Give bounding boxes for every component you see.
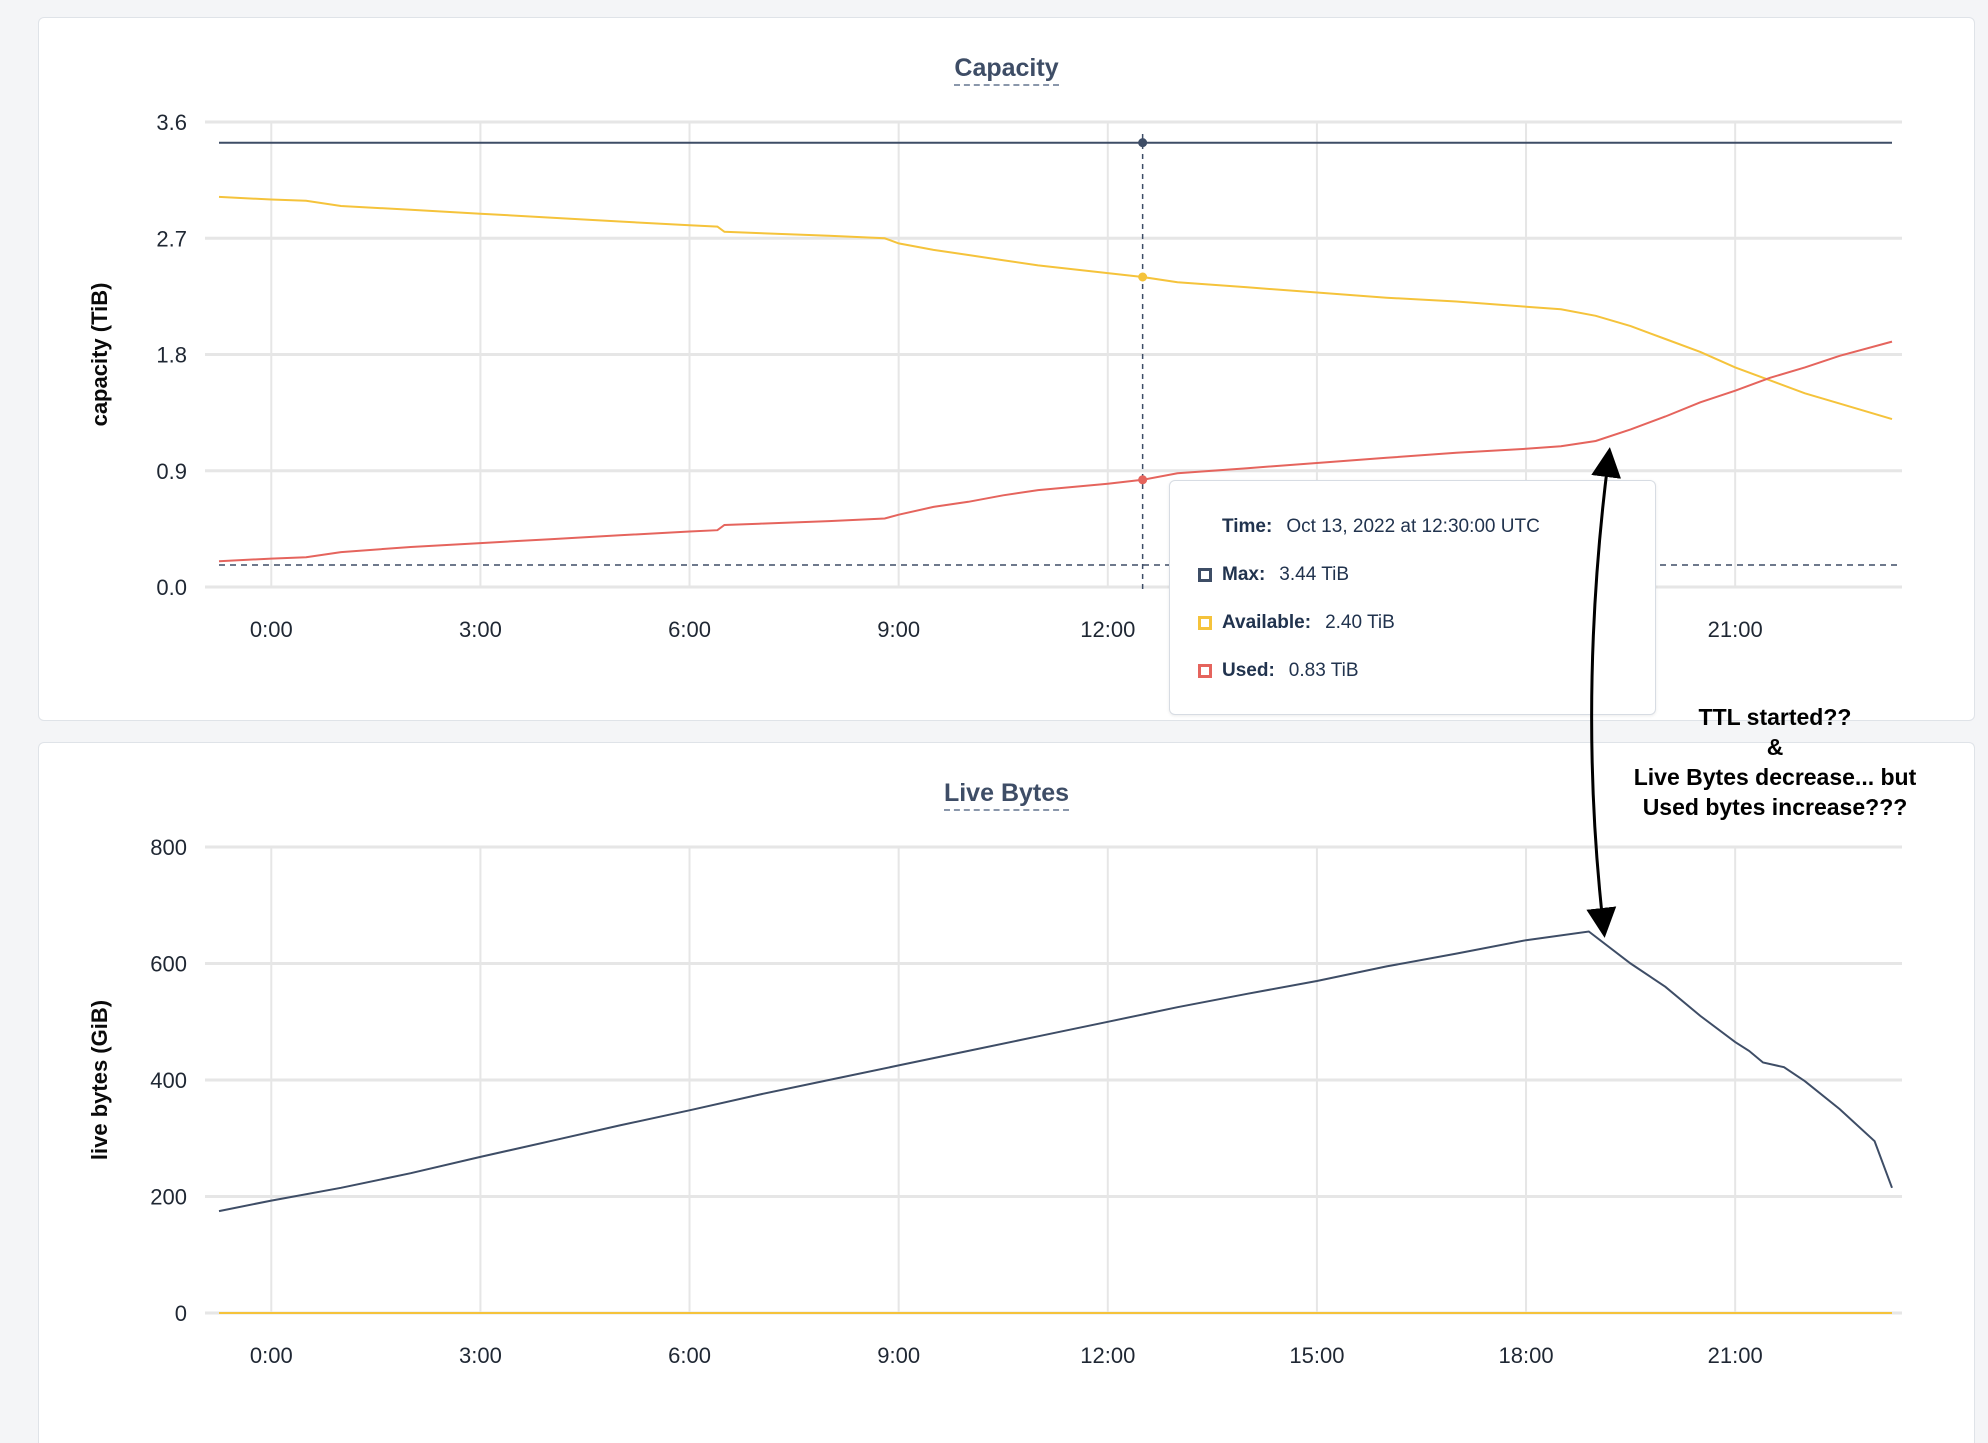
tooltip-max-row: Max: 3.44 TiB: [1198, 564, 1349, 586]
x-tick-label: 3:00: [459, 1343, 502, 1368]
annotation-line-4: Used bytes increase???: [1642, 794, 1908, 820]
y-tick-label: 200: [150, 1185, 187, 1210]
available-swatch-icon: [1198, 616, 1212, 630]
crosshair-marker-max: [1138, 138, 1148, 148]
x-tick-label: 18:00: [1499, 1343, 1554, 1368]
x-tick-label: 6:00: [668, 617, 711, 642]
y-tick-label: 1.8: [156, 343, 187, 368]
tooltip-time-label: Time:: [1222, 516, 1273, 537]
x-tick-label: 12:00: [1080, 1343, 1135, 1368]
series-line-live-bytes: [218, 930, 1893, 1213]
tooltip-used-label: Used:: [1222, 660, 1275, 681]
live-bytes-panel: Live Bytes: [38, 742, 1975, 1443]
series-line-used: [218, 340, 1893, 563]
annotation-line-1: TTL started??: [1698, 704, 1852, 730]
y-tick-label: 600: [150, 952, 187, 977]
tooltip-max-value: 3.44 TiB: [1279, 564, 1350, 585]
y-tick-label: 400: [150, 1068, 187, 1093]
x-tick-label: 21:00: [1708, 617, 1763, 642]
x-tick-label: 9:00: [877, 617, 920, 642]
tooltip-used-value: 0.83 TiB: [1288, 660, 1359, 681]
capacity-tooltip: Time: Oct 13, 2022 at 12:30:00 UTC Max: …: [1169, 480, 1656, 715]
tooltip-time-row: Time: Oct 13, 2022 at 12:30:00 UTC: [1198, 516, 1540, 538]
series-line-available: [218, 195, 1893, 421]
y-tick-label: 2.7: [156, 226, 187, 251]
x-tick-label: 9:00: [877, 1343, 920, 1368]
tooltip-time-value: Oct 13, 2022 at 12:30:00 UTC: [1286, 516, 1540, 537]
x-tick-label: 6:00: [668, 1343, 711, 1368]
x-tick-label: 0:00: [250, 617, 293, 642]
tooltip-available-label: Available:: [1222, 612, 1312, 633]
y-tick-label: 3.6: [156, 110, 187, 135]
annotation-note: TTL started?? & Live Bytes decrease... b…: [1585, 702, 1965, 822]
tooltip-used-row: Used: 0.83 TiB: [1198, 660, 1359, 682]
tooltip-available-value: 2.40 TiB: [1325, 612, 1395, 633]
y-tick-label: 0: [175, 1301, 187, 1326]
y-axis-label: live bytes (GiB): [87, 1000, 112, 1160]
crosshair-marker-used: [1138, 475, 1148, 485]
tooltip-max-label: Max:: [1222, 564, 1266, 585]
y-tick-label: 0.9: [156, 459, 187, 484]
crosshair-marker-available: [1138, 272, 1148, 282]
annotation-line-3: Live Bytes decrease... but: [1633, 764, 1917, 790]
tooltip-available-row: Available: 2.40 TiB: [1198, 612, 1395, 634]
x-tick-label: 0:00: [250, 1343, 293, 1368]
x-tick-label: 12:00: [1080, 617, 1135, 642]
live-bytes-chart-title[interactable]: Live Bytes: [39, 779, 1974, 811]
x-tick-label: 3:00: [459, 617, 502, 642]
y-tick-label: 0.0: [156, 575, 187, 600]
capacity-chart-title[interactable]: Capacity: [39, 54, 1974, 86]
y-axis-label: capacity (TiB): [87, 283, 112, 427]
annotation-line-2: &: [1766, 734, 1784, 760]
x-tick-label: 21:00: [1708, 1343, 1763, 1368]
used-swatch-icon: [1198, 664, 1212, 678]
x-tick-label: 15:00: [1289, 1343, 1344, 1368]
y-tick-label: 800: [150, 835, 187, 860]
max-swatch-icon: [1198, 568, 1212, 582]
